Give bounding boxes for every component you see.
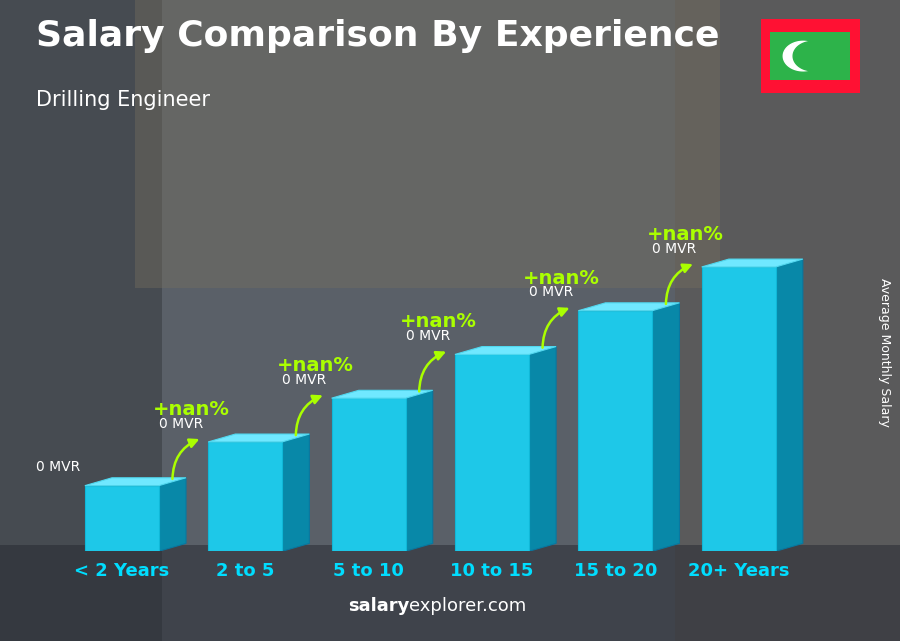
Text: 0 MVR: 0 MVR bbox=[159, 417, 203, 431]
Text: 0 MVR: 0 MVR bbox=[283, 373, 327, 387]
Polygon shape bbox=[85, 478, 186, 486]
Text: explorer.com: explorer.com bbox=[410, 597, 526, 615]
Polygon shape bbox=[529, 347, 556, 551]
Text: Drilling Engineer: Drilling Engineer bbox=[36, 90, 210, 110]
Text: 0 MVR: 0 MVR bbox=[36, 460, 80, 474]
Polygon shape bbox=[702, 267, 776, 551]
Polygon shape bbox=[454, 354, 529, 551]
Polygon shape bbox=[331, 390, 433, 398]
Text: 0 MVR: 0 MVR bbox=[652, 242, 697, 256]
Polygon shape bbox=[776, 259, 803, 551]
Polygon shape bbox=[159, 478, 186, 551]
Polygon shape bbox=[783, 42, 823, 71]
Polygon shape bbox=[579, 311, 652, 551]
Text: Average Monthly Salary: Average Monthly Salary bbox=[878, 278, 890, 427]
Polygon shape bbox=[702, 259, 803, 267]
Bar bbox=[0, 545, 900, 641]
Bar bbox=[770, 33, 850, 79]
Polygon shape bbox=[579, 303, 680, 311]
Text: 0 MVR: 0 MVR bbox=[529, 285, 573, 299]
Bar bbox=[0, 0, 162, 641]
Text: +nan%: +nan% bbox=[400, 312, 477, 331]
Polygon shape bbox=[406, 390, 433, 551]
Text: +nan%: +nan% bbox=[647, 225, 724, 244]
Text: +nan%: +nan% bbox=[153, 400, 230, 419]
Polygon shape bbox=[331, 398, 406, 551]
Text: +nan%: +nan% bbox=[276, 356, 354, 375]
Polygon shape bbox=[454, 347, 556, 354]
Bar bbox=[135, 0, 720, 288]
Text: Salary Comparison By Experience: Salary Comparison By Experience bbox=[36, 19, 719, 53]
Polygon shape bbox=[793, 42, 832, 71]
Polygon shape bbox=[208, 434, 310, 442]
Polygon shape bbox=[208, 442, 283, 551]
Text: +nan%: +nan% bbox=[523, 269, 600, 288]
Polygon shape bbox=[652, 303, 680, 551]
Polygon shape bbox=[85, 486, 159, 551]
Polygon shape bbox=[283, 434, 310, 551]
Text: 0 MVR: 0 MVR bbox=[406, 329, 450, 343]
Bar bbox=[675, 0, 900, 641]
Text: salary: salary bbox=[348, 597, 410, 615]
